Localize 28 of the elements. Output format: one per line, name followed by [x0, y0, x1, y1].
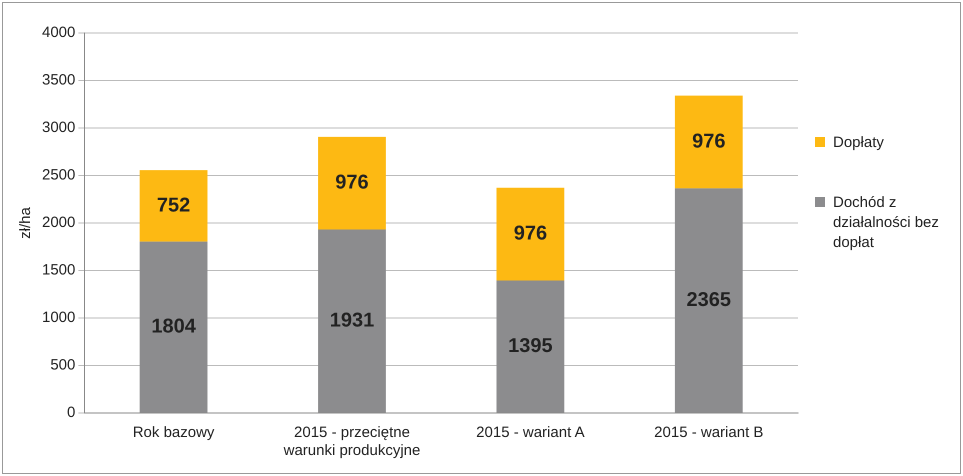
x-tick-label: 2015 - wariant A [476, 424, 585, 442]
bar [318, 136, 386, 230]
data-label: 752 [156, 194, 190, 216]
y-tick-label: 3000 [42, 119, 76, 136]
data-label: 2365 [686, 288, 732, 311]
y-axis-title: zł/ha [17, 206, 34, 239]
x-tick-label: Rok bazowy [132, 424, 215, 442]
bar [674, 96, 743, 188]
data-label: 1931 [330, 310, 374, 332]
bar [496, 188, 564, 280]
y-tick-label: 2000 [42, 214, 76, 232]
y-tick-label: 1000 [42, 309, 76, 326]
y-tick-label: 500 [50, 356, 76, 374]
data-label: 1804 [151, 316, 197, 338]
y-tick-label: 3500 [42, 72, 76, 89]
y-tick-label: 4000 [42, 24, 76, 42]
y-tick-label: 1500 [42, 262, 76, 279]
y-tick-label: 2500 [42, 166, 76, 184]
data-label: 976 [514, 222, 548, 245]
data-label: 1395 [508, 335, 553, 358]
y-tick-label: 0 [67, 404, 76, 422]
data-label: 976 [335, 172, 369, 194]
bar [140, 170, 208, 242]
legend-label: Dochód z działalności bez dopłat [833, 193, 940, 253]
data-label: 976 [692, 130, 726, 152]
x-tick-label: 2015 - wariant B [654, 424, 764, 442]
legend-label: Dopłaty [833, 133, 885, 153]
x-tick-label: 2015 - przeciętne warunki produkcyjne [282, 424, 420, 460]
